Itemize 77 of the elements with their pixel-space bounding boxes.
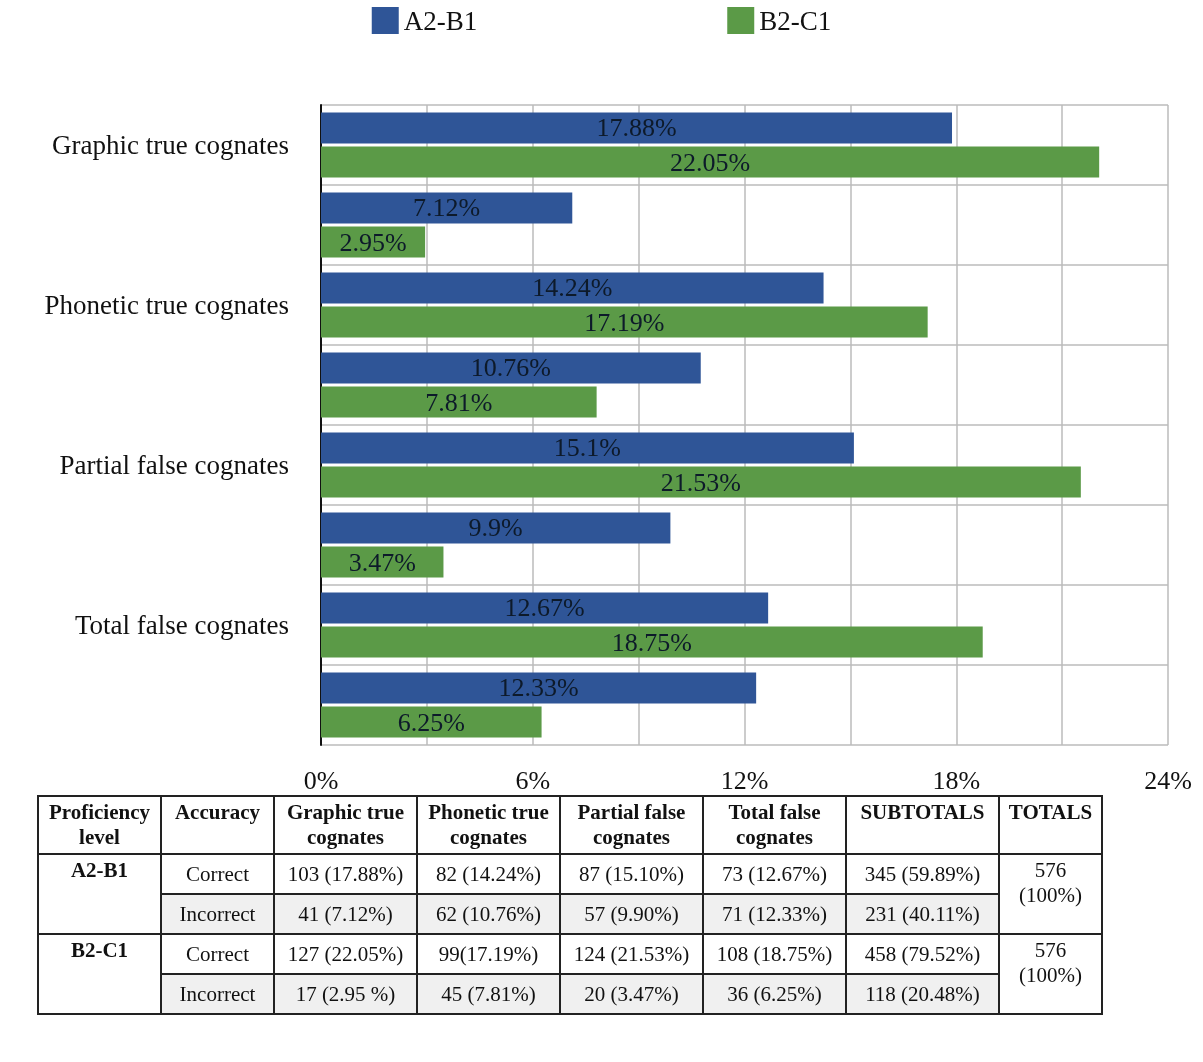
y-tick-label: Phonetic true cognates [44, 290, 289, 320]
text: Incorrect [179, 981, 256, 1006]
data-label: 3.47% [348, 547, 416, 577]
data-label: 7.81% [425, 387, 493, 417]
bar [321, 432, 854, 464]
text: 103 (17.88%) [287, 861, 404, 886]
category-label: Partial false cognates [560, 796, 703, 854]
bar [321, 146, 1100, 178]
text: 20 (3.47%) [584, 981, 679, 1006]
bar [321, 466, 1081, 498]
category-label: Phonetic true cognates [417, 796, 560, 854]
text: 73 (12.67%) [722, 861, 827, 886]
category-label: Accuracy [161, 796, 274, 854]
text: 231 (40.11%) [865, 901, 980, 926]
bar [321, 592, 769, 624]
text: 576 (100%) [1019, 858, 1082, 907]
x-tick-label: 0% [303, 765, 339, 795]
data-label: 2.95% [339, 227, 407, 257]
category-label: Graphic true cognates [274, 796, 417, 854]
text: 127 (22.05%) [287, 941, 404, 966]
text: 118 (20.48%) [865, 981, 980, 1006]
text: 87 (15.10%) [579, 861, 684, 886]
x-tick-label: 18% [932, 765, 981, 795]
text: B2-C1 [70, 938, 129, 962]
legend-label: A2-B1 [403, 5, 478, 36]
data-label: 6.25% [397, 707, 465, 737]
legend-label: B2-C1 [759, 5, 832, 36]
data-label: 9.9% [468, 513, 523, 543]
category-label: SUBTOTALS [846, 796, 999, 854]
bar [321, 112, 953, 144]
text: 45 (7.81%) [441, 981, 536, 1006]
bar [321, 306, 928, 338]
text: 124 (21.53%) [573, 941, 690, 966]
bar [321, 626, 983, 658]
y-tick-label: Total false cognates [74, 610, 289, 640]
category-label: TOTALS [999, 796, 1102, 854]
data-label: 21.53% [660, 467, 741, 497]
text: 458 (79.52%) [864, 941, 981, 966]
bar [321, 272, 824, 304]
text: 345 (59.89%) [864, 861, 981, 886]
text: Incorrect [179, 901, 256, 926]
data-label: 22.05% [670, 147, 751, 177]
x-tick-label: 24% [1144, 765, 1192, 795]
text: 62 (10.76%) [436, 901, 541, 926]
x-tick-label: 6% [515, 765, 551, 795]
text: 36 (6.25%) [727, 981, 822, 1006]
data-label: 14.24% [532, 273, 613, 303]
category-label: Total false cognates [703, 796, 846, 854]
data-label: 17.19% [584, 307, 665, 337]
text: A2-B1 [70, 858, 129, 882]
y-tick-label: Graphic true cognates [52, 130, 289, 160]
y-tick-label: Partial false cognates [59, 450, 289, 480]
data-label: 7.12% [413, 193, 481, 223]
x-tick-label: 12% [720, 765, 769, 795]
text: 82 (14.24%) [436, 861, 541, 886]
data-label: 10.76% [470, 353, 551, 383]
bar [321, 192, 573, 224]
text: 17 (2.95 %) [295, 981, 396, 1006]
text: 71 (12.33%) [722, 901, 827, 926]
text: Correct [186, 941, 249, 966]
text: 41 (7.12%) [298, 901, 393, 926]
bar [321, 386, 597, 418]
text: 99(17.19%) [438, 941, 539, 966]
text: Correct [186, 861, 249, 886]
text: 57 (9.90%) [584, 901, 679, 926]
data-label: 12.67% [504, 593, 585, 623]
bar [321, 706, 542, 738]
bar [321, 352, 701, 384]
data-label: 12.33% [498, 673, 579, 703]
category-label: Proficiency level [38, 796, 161, 854]
data-label: 17.88% [596, 113, 677, 143]
data-label: 18.75% [611, 627, 692, 657]
bar [321, 512, 671, 544]
text: 108 (18.75%) [716, 941, 833, 966]
text: 576 (100%) [1019, 938, 1082, 987]
bar [321, 672, 757, 704]
data-label: 15.1% [553, 433, 622, 463]
